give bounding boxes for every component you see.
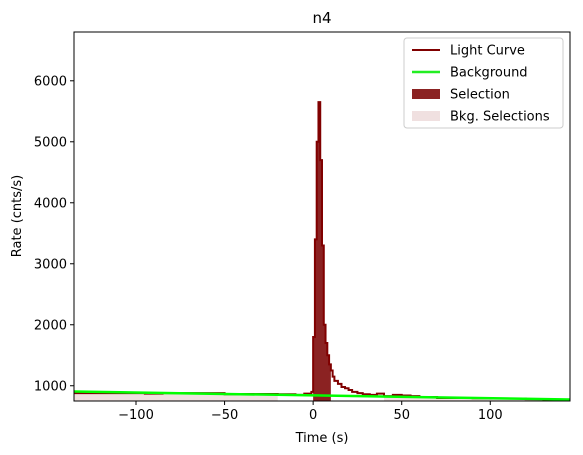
legend-label-3: Bkg. Selections	[450, 110, 550, 125]
x-tick-label: −50	[211, 408, 238, 423]
y-tick-label: 5000	[34, 135, 67, 150]
plot-frame	[73, 31, 571, 402]
x-tick-label: 50	[393, 408, 410, 423]
x-tick-label: −100	[118, 408, 154, 423]
legend-swatch-2	[412, 89, 440, 99]
legend-box	[403, 37, 564, 129]
legend-label-1: Background	[450, 66, 528, 81]
x-axis-title: Time (s)	[295, 431, 349, 446]
legend-label-0: Light Curve	[450, 44, 525, 59]
y-axis-title: Rate (cnts/s)	[10, 175, 25, 258]
x-tick-label: 100	[478, 408, 503, 423]
y-tick-label: 6000	[34, 74, 67, 89]
legend-label-2: Selection	[450, 88, 510, 103]
y-tick-label: 4000	[34, 196, 67, 211]
x-axis: −100 −50 0 50 100	[118, 401, 503, 423]
legend-swatch-3	[412, 111, 440, 121]
chart-title: n4	[312, 9, 331, 27]
y-tick-label: 2000	[34, 318, 67, 333]
y-tick-label: 3000	[34, 257, 67, 272]
background-line	[74, 390, 570, 401]
x-tick-label: 0	[309, 408, 317, 423]
y-axis: 1000 2000 3000 4000 5000 6000	[34, 74, 74, 394]
y-tick-label: 1000	[34, 379, 67, 394]
plot-area	[74, 101, 570, 401]
legend: Light Curve Background Selection Bkg. Selec…	[403, 37, 564, 129]
